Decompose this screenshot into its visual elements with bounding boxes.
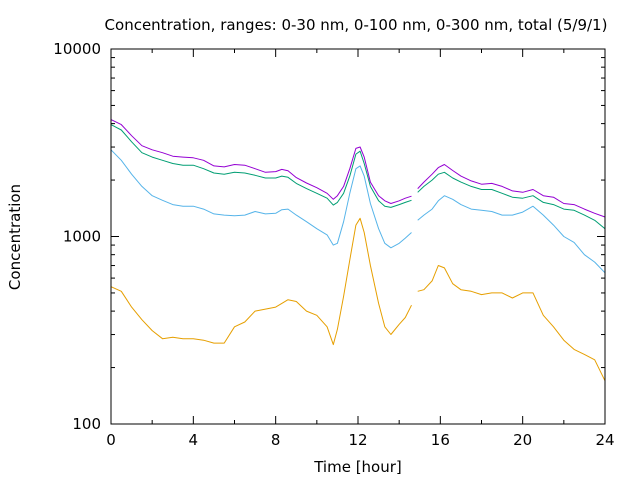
series-line-4 (110, 119, 606, 218)
series-line-2 (110, 149, 606, 274)
plot-frame (110, 48, 606, 425)
y-axis-label: Concentration (6, 184, 24, 290)
tick-labels: 0 4 8 12 16 20 24 100 1000 10000 (53, 40, 614, 449)
series-line-1 (110, 217, 606, 382)
series-layer (110, 119, 606, 382)
y-tick-label: 100 (72, 415, 101, 433)
x-tick-label: 8 (271, 431, 281, 449)
x-tick-label: 20 (513, 431, 532, 449)
x-tick-label: 12 (348, 431, 367, 449)
x-axis-label: Time [hour] (313, 458, 402, 476)
x-tick-label: 16 (431, 431, 450, 449)
y-tick-label: 1000 (63, 228, 101, 246)
x-tick-label: 24 (595, 431, 614, 449)
x-tick-label: 0 (106, 431, 116, 449)
x-tick-label: 4 (189, 431, 199, 449)
ticks-layer (110, 48, 606, 425)
chart-title: Concentration, ranges: 0-30 nm, 0-100 nm… (105, 16, 608, 34)
y-tick-label: 10000 (53, 40, 101, 58)
series-line-3 (110, 124, 606, 230)
